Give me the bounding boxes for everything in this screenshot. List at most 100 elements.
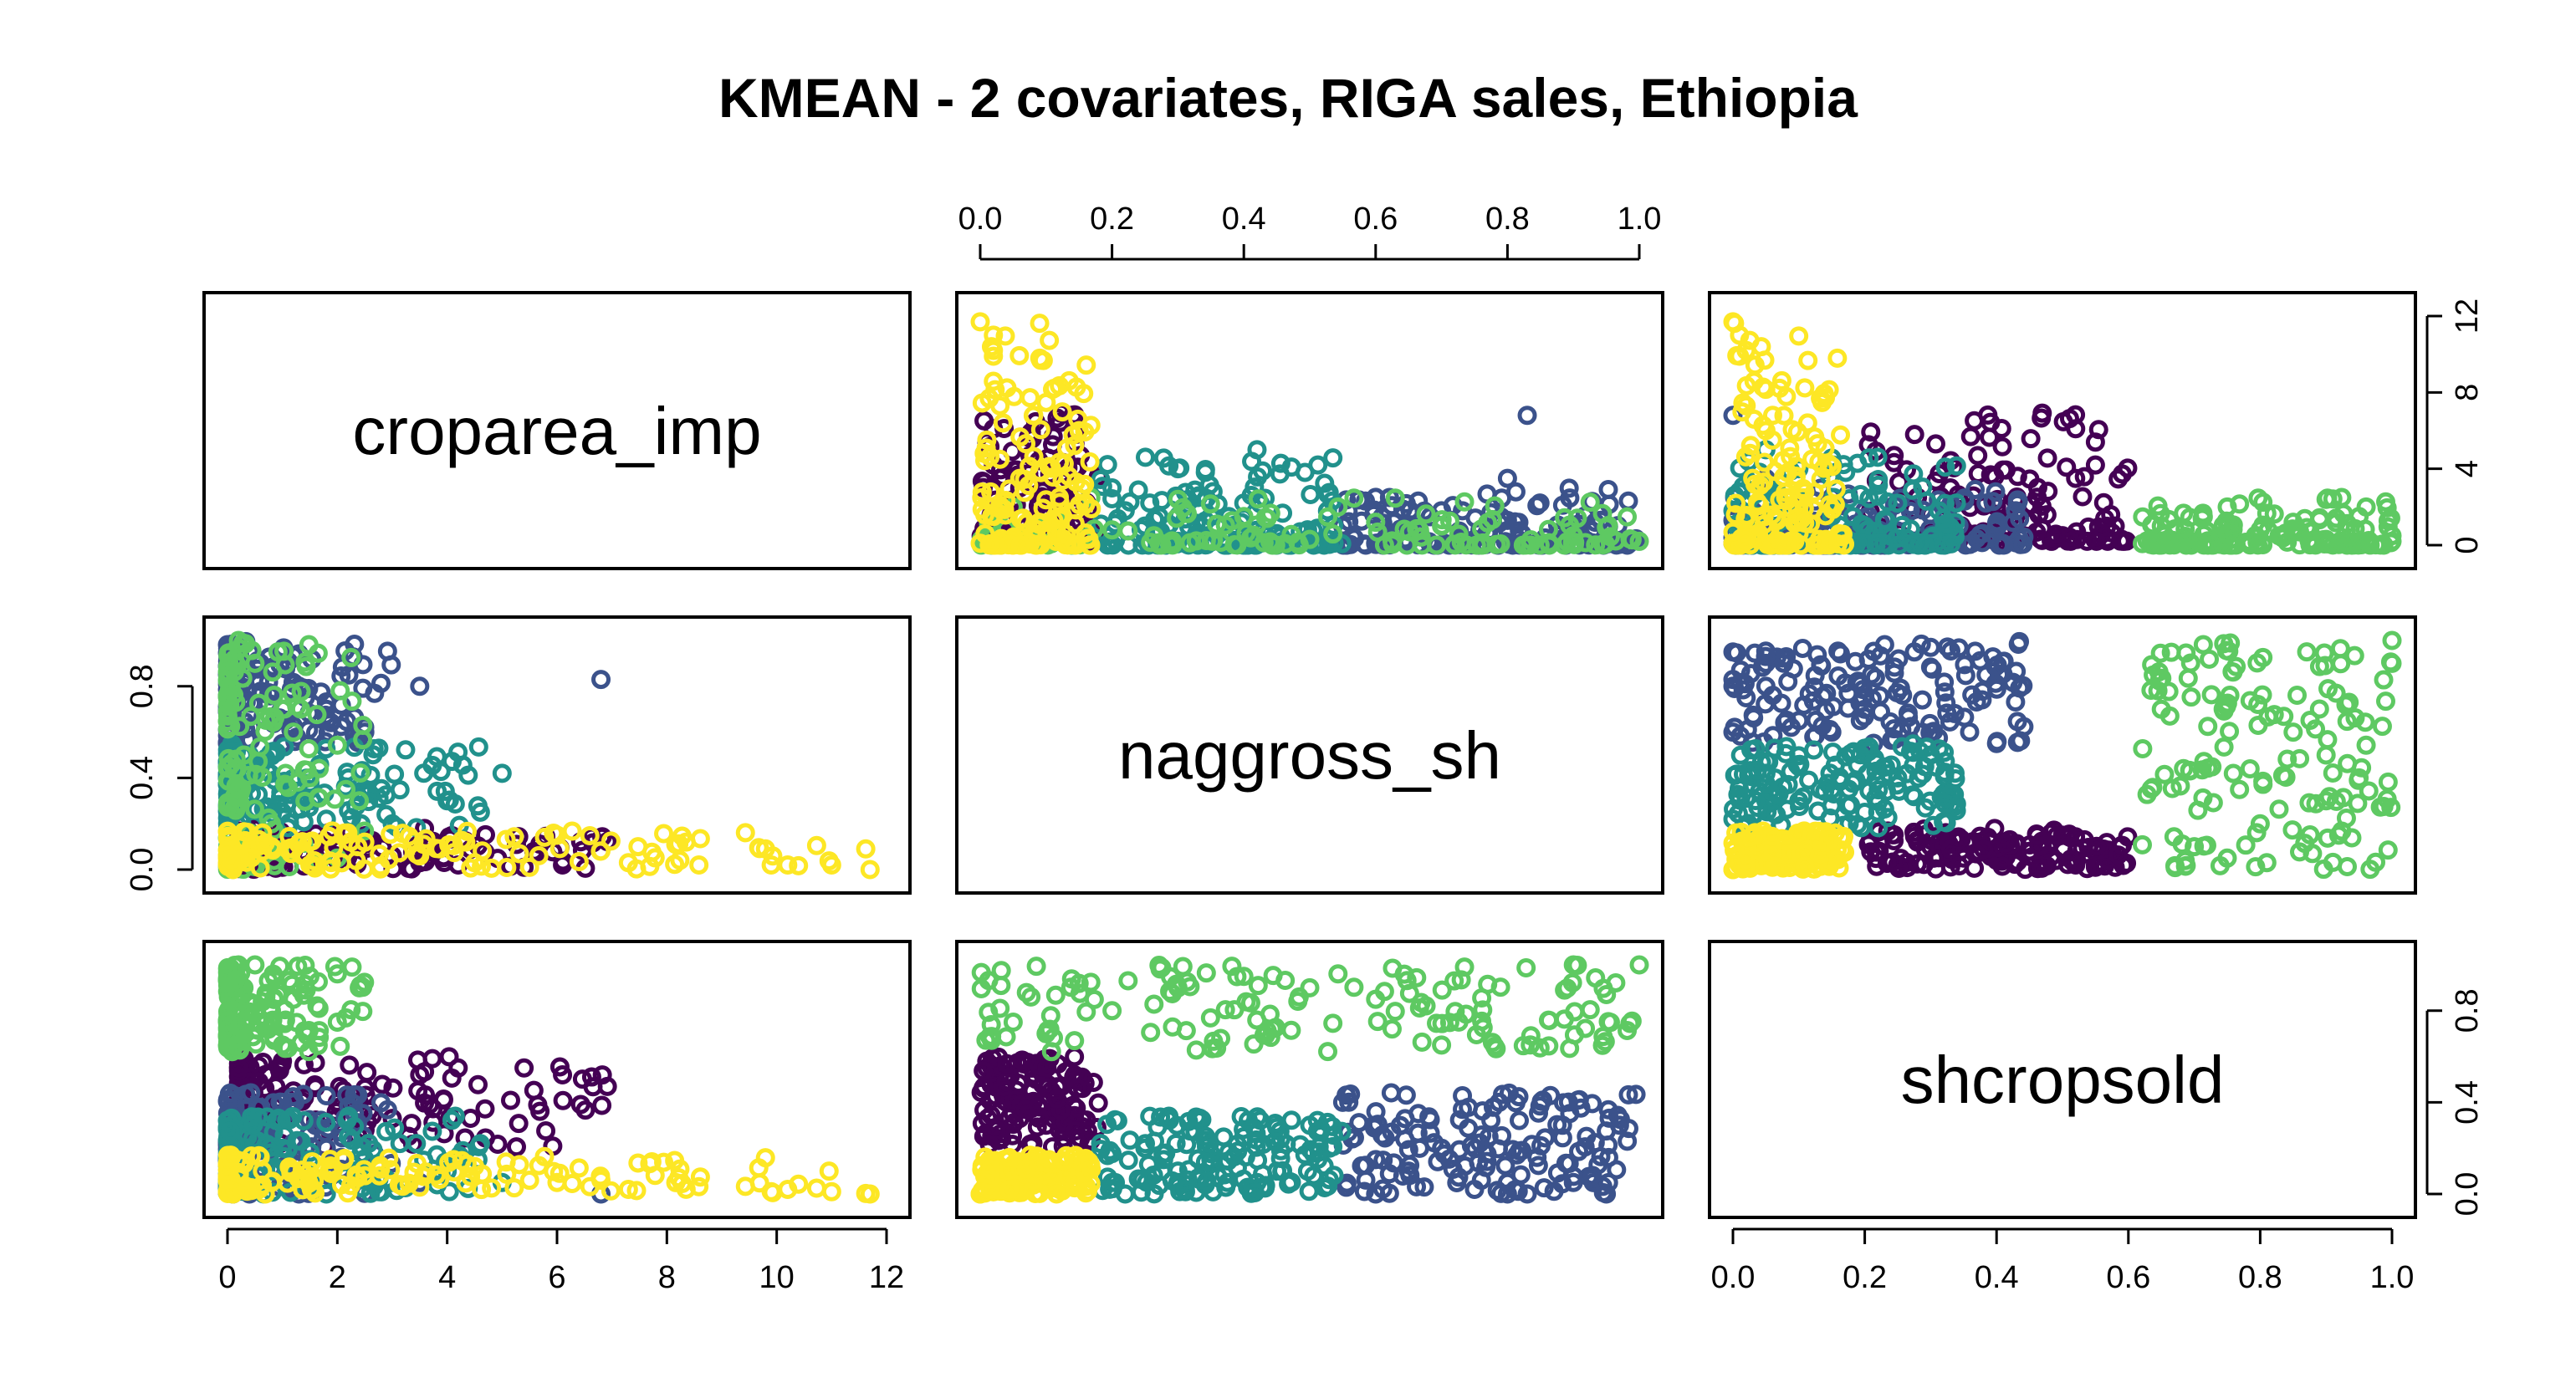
data-point-cluster-2 bbox=[1888, 493, 1908, 513]
data-point-cluster-3 bbox=[1539, 1036, 1559, 1056]
data-point-cluster-0 bbox=[2085, 455, 2105, 475]
data-point-cluster-3 bbox=[2277, 749, 2297, 769]
data-point-cluster-3 bbox=[1367, 522, 1388, 542]
data-point-cluster-0 bbox=[583, 1077, 603, 1097]
data-point-cluster-1 bbox=[1935, 672, 1955, 692]
data-point-cluster-2 bbox=[376, 785, 396, 805]
data-point-cluster-4 bbox=[255, 833, 275, 853]
data-point-cluster-4 bbox=[1016, 1159, 1036, 1179]
panel-frame-r0-c0 bbox=[202, 291, 912, 570]
data-point-cluster-2 bbox=[1756, 773, 1776, 793]
data-point-cluster-4 bbox=[406, 1153, 427, 1173]
data-point-cluster-3 bbox=[353, 715, 373, 735]
data-point-cluster-3 bbox=[295, 652, 315, 672]
data-point-cluster-4 bbox=[981, 482, 1001, 502]
data-point-cluster-1 bbox=[1477, 1151, 1497, 1171]
data-point-cluster-3 bbox=[1344, 977, 1364, 997]
data-point-cluster-3 bbox=[2141, 681, 2161, 701]
data-point-cluster-4 bbox=[321, 853, 341, 873]
data-point-cluster-2 bbox=[1307, 1121, 1327, 1141]
data-point-cluster-2 bbox=[1270, 453, 1291, 473]
data-point-cluster-1 bbox=[1469, 1153, 1489, 1173]
data-point-cluster-2 bbox=[1208, 494, 1228, 514]
data-point-cluster-4 bbox=[1798, 350, 1818, 370]
data-point-cluster-2 bbox=[1868, 447, 1888, 467]
data-point-cluster-4 bbox=[1789, 326, 1809, 346]
top-axis-naggross-sh-tick-label: 0.8 bbox=[1485, 202, 1530, 237]
data-point-cluster-4 bbox=[1054, 1151, 1074, 1171]
data-point-cluster-3 bbox=[2222, 661, 2242, 681]
data-point-cluster-1 bbox=[1510, 1110, 1530, 1130]
data-point-cluster-3 bbox=[2170, 532, 2190, 552]
data-point-cluster-4 bbox=[1810, 535, 1830, 555]
data-point-cluster-1 bbox=[1508, 1181, 1528, 1202]
data-point-cluster-1 bbox=[1393, 1166, 1413, 1186]
data-point-cluster-1 bbox=[1381, 1083, 1401, 1103]
data-point-cluster-3 bbox=[1394, 964, 1414, 984]
data-point-cluster-3 bbox=[284, 722, 304, 742]
data-point-cluster-3 bbox=[1211, 1028, 1231, 1048]
data-point-cluster-4 bbox=[778, 855, 798, 875]
data-point-cluster-4 bbox=[979, 388, 999, 408]
data-point-cluster-1 bbox=[1356, 1156, 1376, 1176]
data-point-cluster-3 bbox=[2198, 717, 2218, 737]
data-point-cluster-2 bbox=[1766, 804, 1786, 824]
data-point-cluster-2 bbox=[1868, 792, 1889, 812]
data-point-cluster-4 bbox=[601, 831, 621, 851]
data-point-cluster-1 bbox=[1487, 1181, 1507, 1201]
diagonal-label-shcropsold: shcropsold bbox=[1901, 1043, 2225, 1117]
data-point-cluster-3 bbox=[2356, 735, 2376, 755]
data-point-cluster-1 bbox=[1563, 1166, 1583, 1186]
data-point-cluster-0 bbox=[2059, 409, 2079, 429]
data-point-cluster-3 bbox=[341, 647, 361, 667]
data-point-cluster-2 bbox=[1799, 770, 1819, 790]
data-point-cluster-3 bbox=[1026, 957, 1046, 977]
data-point-cluster-1 bbox=[1726, 643, 1746, 663]
data-point-cluster-3 bbox=[2214, 737, 2234, 757]
data-point-cluster-4 bbox=[1776, 482, 1796, 503]
data-point-cluster-4 bbox=[1081, 498, 1101, 518]
data-point-cluster-3 bbox=[1021, 987, 1041, 1007]
data-point-cluster-2 bbox=[359, 1134, 379, 1154]
data-point-cluster-4 bbox=[1811, 469, 1831, 489]
data-point-cluster-3 bbox=[226, 692, 246, 712]
data-point-cluster-0 bbox=[2021, 429, 2041, 449]
data-point-cluster-4 bbox=[427, 1165, 447, 1185]
right-axis-croparea-imp-tick-label: 8 bbox=[2450, 384, 2485, 401]
data-point-cluster-3 bbox=[2380, 652, 2400, 672]
data-point-cluster-4 bbox=[1740, 330, 1760, 350]
data-point-cluster-3 bbox=[2318, 679, 2338, 699]
data-point-cluster-2 bbox=[1887, 775, 1907, 795]
data-point-cluster-4 bbox=[1744, 409, 1764, 429]
data-point-cluster-1 bbox=[1805, 666, 1825, 686]
data-point-cluster-0 bbox=[2108, 845, 2129, 865]
data-point-cluster-3 bbox=[2356, 497, 2376, 517]
bottom-axis-croparea-imp-tick-label: 6 bbox=[548, 1260, 565, 1295]
data-point-cluster-4 bbox=[1072, 478, 1092, 498]
data-point-cluster-0 bbox=[2088, 420, 2108, 440]
data-point-cluster-3 bbox=[309, 758, 330, 778]
data-point-cluster-2 bbox=[339, 1106, 359, 1126]
data-point-cluster-3 bbox=[2282, 820, 2303, 840]
data-point-cluster-0 bbox=[1038, 1078, 1058, 1098]
data-point-cluster-3 bbox=[1466, 1024, 1486, 1044]
data-point-cluster-3 bbox=[1449, 1012, 1469, 1032]
data-point-cluster-4 bbox=[504, 827, 524, 847]
data-point-cluster-4 bbox=[302, 1152, 322, 1172]
data-point-cluster-3 bbox=[330, 1036, 350, 1056]
data-point-cluster-0 bbox=[592, 1065, 612, 1085]
data-point-cluster-3 bbox=[1173, 957, 1193, 977]
data-point-cluster-4 bbox=[984, 325, 1004, 345]
data-point-cluster-4 bbox=[1770, 378, 1790, 398]
data-point-cluster-1 bbox=[1945, 703, 1965, 723]
data-point-cluster-4 bbox=[999, 1180, 1020, 1200]
data-point-cluster-3 bbox=[1275, 971, 1296, 991]
data-point-cluster-4 bbox=[999, 533, 1020, 554]
data-point-cluster-0 bbox=[506, 1137, 526, 1157]
data-point-cluster-2 bbox=[1851, 485, 1871, 505]
data-point-cluster-4 bbox=[519, 857, 539, 877]
data-point-cluster-3 bbox=[2201, 685, 2221, 705]
data-point-cluster-1 bbox=[1730, 726, 1751, 746]
data-point-cluster-3 bbox=[2200, 649, 2220, 669]
data-point-cluster-1 bbox=[1459, 1118, 1479, 1138]
